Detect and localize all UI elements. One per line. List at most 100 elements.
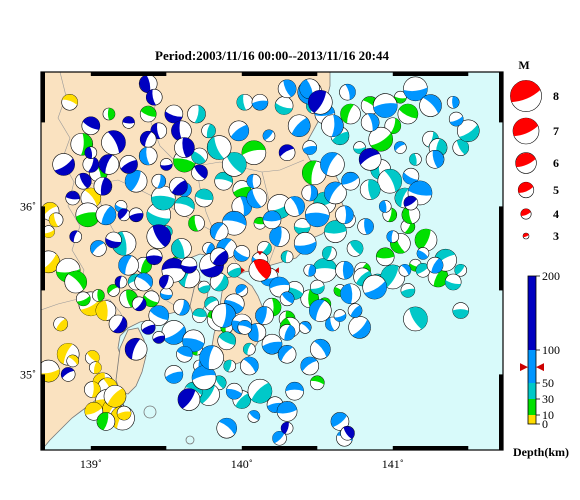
quake-mark (247, 410, 261, 423)
quake-mark (209, 272, 229, 292)
quake-mark (95, 300, 117, 321)
depth-marker (520, 363, 528, 372)
quake-mark (444, 273, 462, 291)
frame-bar (499, 72, 503, 123)
quake-mark (151, 173, 167, 189)
quake-mark (403, 195, 419, 211)
quake-mark (69, 230, 83, 243)
quake-mark (237, 320, 253, 335)
quake-mark (228, 120, 250, 142)
magnitude-legend-label: 6 (553, 156, 559, 170)
quake-mark (278, 324, 296, 341)
quake-mark (394, 90, 407, 104)
quake-mark (81, 116, 101, 136)
quake-mark (84, 381, 101, 398)
quake-mark (272, 430, 287, 446)
quake-mark (330, 412, 350, 431)
quake-mark (243, 342, 256, 356)
quake-mark (274, 96, 294, 115)
quake-mark (377, 168, 403, 194)
quake-mark (107, 284, 120, 297)
map-plot-area (41, 72, 503, 450)
quake-mark (90, 240, 107, 257)
quake-mark (400, 283, 416, 298)
quake-mark (84, 402, 104, 421)
latitude-label: 35˚ (20, 367, 36, 381)
quake-mark (142, 290, 160, 308)
depth-band-100 (528, 350, 536, 383)
quake-mark (277, 344, 297, 364)
frame-bar (41, 374, 45, 450)
quake-mark (103, 384, 127, 408)
quake-mark (386, 230, 400, 243)
quake-mark (226, 262, 242, 278)
quake-mark (216, 417, 238, 439)
quake-mark (401, 205, 421, 225)
quake-mark (298, 321, 312, 334)
quake-mark (92, 289, 105, 302)
highlight-pointer (256, 251, 263, 256)
quake-mark (201, 123, 216, 139)
quake-mark (180, 256, 198, 274)
quake-mark (240, 356, 259, 376)
quake-mark (398, 263, 412, 277)
quake-mark (340, 103, 361, 125)
quake-mark (403, 306, 428, 332)
depth-band-10 (528, 415, 536, 424)
quake-mark (446, 95, 460, 109)
quake-mark (89, 361, 102, 374)
quake-mark (150, 185, 176, 211)
quake-mark (95, 204, 117, 226)
quake-mark (209, 222, 229, 241)
quake-mark (209, 247, 229, 267)
quake-mark (452, 139, 470, 156)
quake-mark (340, 425, 355, 441)
quake-mark (114, 275, 128, 289)
quake-mark (52, 153, 75, 176)
quake-mark (425, 150, 445, 169)
quake-mark (360, 113, 380, 132)
quake-mark (159, 274, 174, 290)
quake-mark (124, 337, 148, 361)
quake-mark (64, 270, 88, 294)
quake-mark (280, 421, 294, 435)
longitude-label: 139˚ (80, 457, 102, 471)
depth-band-30 (528, 399, 536, 415)
quake-mark (310, 338, 331, 360)
quake-mark (66, 354, 80, 368)
quake-mark (409, 153, 422, 166)
quake-mark (173, 298, 190, 316)
quake-mark (223, 359, 237, 373)
quake-mark (139, 105, 157, 123)
frame-bar (241, 72, 318, 76)
quake-mark (148, 305, 170, 326)
magnitude-legend-label: 8 (553, 89, 559, 103)
quake-mark (139, 130, 157, 148)
quake-mark (372, 93, 398, 118)
quake-mark (48, 212, 64, 228)
quake-mark (241, 140, 267, 165)
quake-mark (93, 176, 113, 196)
quake-mark (131, 296, 147, 312)
quake-mark (161, 320, 187, 345)
islands (143, 405, 195, 445)
highlight-pointer (274, 267, 279, 274)
quake-mark (340, 283, 361, 305)
quake-mark (96, 412, 116, 431)
quake-mark (145, 248, 163, 266)
quake-mark (335, 260, 354, 280)
quake-mark (101, 130, 126, 155)
longitude-label: 141˚ (382, 457, 404, 471)
depth-scale-label: 10 (542, 408, 554, 422)
quake-mark (221, 210, 247, 236)
quake-mark (199, 345, 224, 370)
quake-mark (160, 287, 173, 301)
quake-mark (397, 103, 419, 125)
quake-mark (452, 302, 470, 319)
quake-mark (261, 333, 283, 355)
quake-mark (174, 196, 195, 217)
quake-mark (191, 164, 208, 182)
frame-bar (499, 206, 503, 291)
quake-mark (128, 207, 144, 223)
magnitude-legend-label: 5 (553, 183, 559, 197)
